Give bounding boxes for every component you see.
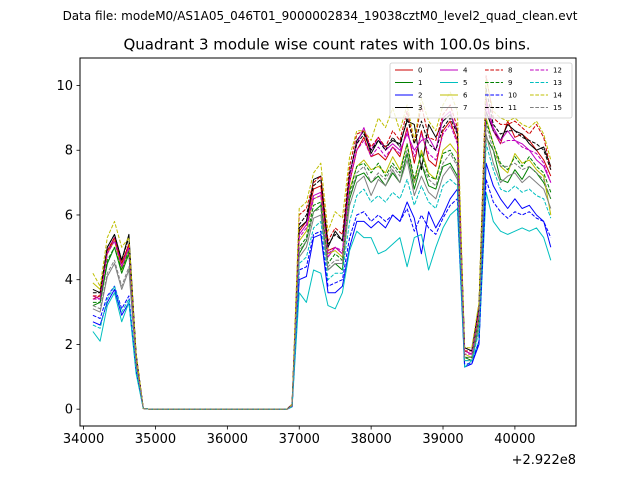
legend-label-15: 15: [553, 104, 562, 112]
series-line-15: [92, 123, 552, 410]
legend-label-11: 11: [508, 104, 517, 112]
legend-label-6: 6: [463, 92, 468, 100]
legend-label-7: 7: [463, 104, 467, 112]
suptitle: Data file: modeM0/AS1A05_046T01_90000028…: [63, 9, 578, 23]
x-tick-label: 36000: [207, 432, 248, 447]
series-line-10: [92, 178, 552, 410]
legend-label-12: 12: [553, 67, 562, 75]
y-tick-label: 6: [65, 208, 73, 223]
chart-title: Quadrant 3 module wise count rates with …: [123, 36, 530, 54]
axes-frame: [79, 57, 577, 427]
legend-label-0: 0: [418, 67, 422, 75]
x-tick-label: 38000: [350, 432, 391, 447]
legend-label-1: 1: [418, 79, 422, 87]
x-tick-label: 39000: [422, 432, 463, 447]
legend-label-9: 9: [508, 79, 512, 87]
legend-label-13: 13: [553, 79, 562, 87]
legend-label-5: 5: [463, 79, 467, 87]
legend-label-14: 14: [553, 92, 562, 100]
x-offset-text: +2.922e8: [512, 453, 576, 468]
x-tick-label: 37000: [279, 432, 320, 447]
y-tick-label: 4: [65, 273, 73, 288]
legend-label-10: 10: [508, 92, 517, 100]
x-axis: 34000 35000 36000 37000 38000 39000 40000: [63, 426, 536, 447]
series-line-14: [92, 78, 552, 410]
x-tick-label: 40000: [494, 432, 535, 447]
y-axis: 0 2 4 6 8 10: [56, 79, 80, 418]
legend-label-8: 8: [508, 67, 512, 75]
y-tick-label: 8: [65, 144, 73, 159]
legend-label-2: 2: [418, 92, 422, 100]
y-tick-label: 0: [65, 403, 73, 418]
y-tick-label: 2: [65, 338, 73, 353]
x-tick-label: 35000: [135, 432, 176, 447]
legend-label-4: 4: [463, 67, 468, 75]
series-line-11: [92, 88, 552, 410]
y-tick-label: 10: [56, 79, 73, 94]
legend-label-3: 3: [418, 104, 422, 112]
x-tick-label: 34000: [63, 432, 104, 447]
legend-box: [389, 62, 573, 119]
